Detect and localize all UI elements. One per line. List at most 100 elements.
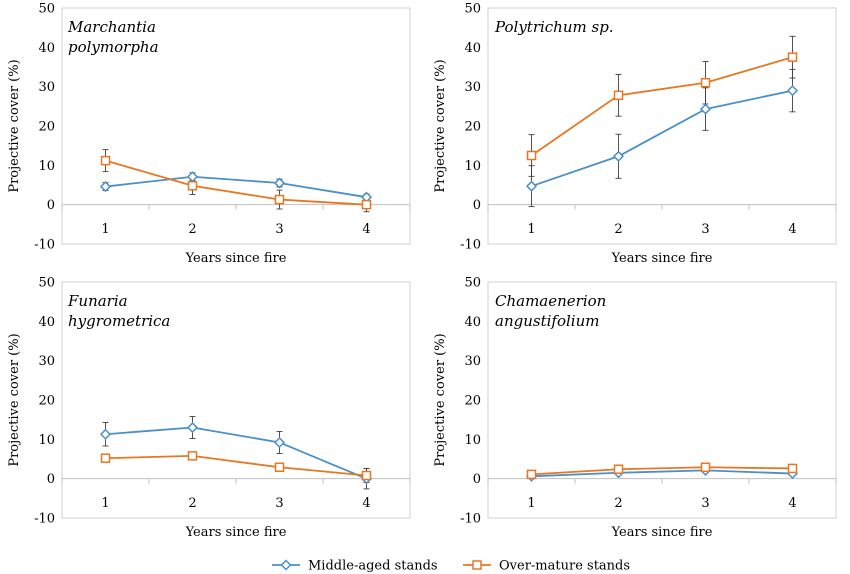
y-tick-label: 10 bbox=[464, 433, 481, 448]
x-tick-label: 2 bbox=[614, 222, 622, 237]
plot-frame bbox=[61, 281, 411, 519]
x-tick-label: 2 bbox=[188, 496, 196, 511]
panel-title: angustifolium bbox=[495, 312, 599, 330]
x-axis-label: Years since fire bbox=[611, 251, 713, 266]
x-axis-label: Years since fire bbox=[185, 525, 287, 540]
x-axis-label: Years since fire bbox=[185, 251, 287, 266]
x-tick-label: 3 bbox=[701, 222, 709, 237]
y-tick-label: 20 bbox=[464, 120, 481, 135]
data-point-over-mature bbox=[361, 470, 372, 481]
data-point-over-mature bbox=[274, 462, 285, 473]
panel-4: -10 0 10 20 30 40 50 1 2 3 4 Projective cover (%) Ye… bbox=[433, 276, 837, 540]
data-point-middle-aged bbox=[612, 150, 625, 162]
series-line-middle-aged bbox=[531, 469, 793, 478]
x-tick-label: 4 bbox=[788, 222, 796, 237]
y-tick-label: 40 bbox=[464, 315, 481, 330]
legend-marker-diamond bbox=[280, 559, 292, 571]
plot-frame bbox=[487, 281, 837, 519]
y-axis-label: Projective cover (%) bbox=[7, 59, 22, 192]
y-axis-label: Projective cover (%) bbox=[433, 333, 448, 466]
y-tick-label: 40 bbox=[38, 315, 55, 330]
data-point-over-mature bbox=[526, 150, 537, 161]
y-tick-label: 10 bbox=[464, 159, 481, 174]
x-tick-label: 1 bbox=[527, 222, 535, 237]
panel-title: Chamaenerion bbox=[495, 292, 606, 310]
y-tick-label: 30 bbox=[38, 80, 55, 95]
y-tick-label: 10 bbox=[38, 159, 55, 174]
data-point-over-mature bbox=[787, 463, 798, 474]
series-line-middle-aged bbox=[105, 175, 367, 199]
x-tick-label: 1 bbox=[101, 222, 109, 237]
data-point-over-mature bbox=[187, 451, 198, 461]
data-point-over-mature bbox=[700, 77, 711, 88]
data-point-middle-aged bbox=[186, 421, 199, 434]
x-tick-label: 2 bbox=[188, 222, 196, 237]
data-point-middle-aged bbox=[699, 103, 712, 115]
data-point-middle-aged bbox=[186, 171, 199, 183]
data-point-middle-aged bbox=[273, 177, 286, 189]
x-tick-label: 4 bbox=[362, 496, 370, 511]
data-point-middle-aged bbox=[273, 436, 286, 449]
y-tick-label: 40 bbox=[38, 41, 55, 56]
panel-3: -10 0 10 20 30 40 50 1 2 3 4 Projective cover (%) Ye… bbox=[7, 276, 411, 540]
y-tick-label: 30 bbox=[464, 80, 481, 95]
y-tick-label: 0 bbox=[47, 472, 55, 487]
y-tick-label: 50 bbox=[464, 276, 481, 291]
plot-frame bbox=[61, 7, 411, 245]
panel-1: -10 0 10 20 30 40 50 1 2 3 4 Projective cover (%) Ye… bbox=[7, 2, 411, 266]
data-point-middle-aged bbox=[525, 180, 538, 192]
panel-title: Polytrichum sp. bbox=[494, 18, 614, 36]
y-tick-label: -10 bbox=[460, 238, 481, 253]
y-tick-label: 50 bbox=[38, 2, 55, 17]
data-point-over-mature bbox=[613, 90, 624, 101]
x-axis-label: Years since fire bbox=[611, 525, 713, 540]
y-tick-label: -10 bbox=[460, 512, 481, 527]
y-tick-label: -10 bbox=[34, 512, 55, 527]
series-line-middle-aged bbox=[105, 426, 367, 480]
panel-title: hygrometrica bbox=[68, 312, 170, 330]
x-tick-label: 1 bbox=[527, 496, 535, 511]
legend-marker-square bbox=[472, 560, 482, 570]
panel-title: Funaria bbox=[67, 292, 128, 310]
y-axis-label: Projective cover (%) bbox=[433, 59, 448, 192]
data-point-over-mature bbox=[613, 464, 624, 474]
series-line-over-mature bbox=[105, 454, 367, 477]
x-tick-label: 2 bbox=[614, 496, 622, 511]
x-tick-label: 3 bbox=[275, 496, 283, 511]
series-line-over-mature bbox=[105, 159, 367, 206]
y-tick-label: 40 bbox=[464, 41, 481, 56]
series-line-middle-aged bbox=[531, 89, 793, 188]
data-point-over-mature bbox=[100, 155, 111, 166]
y-tick-label: 50 bbox=[464, 2, 481, 17]
series-line-over-mature bbox=[531, 466, 793, 476]
y-tick-label: 10 bbox=[38, 433, 55, 448]
data-point-over-mature bbox=[787, 52, 798, 62]
data-point-over-mature bbox=[100, 453, 111, 463]
data-point-over-mature bbox=[526, 469, 537, 480]
x-tick-label: 4 bbox=[788, 496, 796, 511]
data-point-over-mature bbox=[274, 194, 285, 205]
y-tick-label: 20 bbox=[464, 394, 481, 409]
data-point-middle-aged bbox=[99, 181, 112, 193]
data-point-over-mature bbox=[187, 181, 198, 191]
y-tick-label: 20 bbox=[38, 394, 55, 409]
x-tick-label: 4 bbox=[362, 222, 370, 237]
panel-title: Marchantia bbox=[67, 18, 156, 36]
y-tick-label: 0 bbox=[473, 198, 481, 213]
y-tick-label: 50 bbox=[38, 276, 55, 291]
y-tick-label: 20 bbox=[38, 120, 55, 135]
data-point-middle-aged bbox=[786, 85, 799, 97]
series-line-over-mature bbox=[530, 56, 793, 157]
plot-frame bbox=[487, 7, 837, 245]
data-point-middle-aged bbox=[99, 428, 112, 440]
panel-title: polymorpha bbox=[68, 38, 159, 56]
x-tick-label: 3 bbox=[701, 496, 709, 511]
y-axis-label: Projective cover (%) bbox=[7, 333, 22, 466]
y-tick-label: -10 bbox=[34, 238, 55, 253]
data-point-over-mature bbox=[700, 462, 711, 473]
y-tick-label: 0 bbox=[473, 472, 481, 487]
panel-2: -10 0 10 20 30 40 50 1 2 3 4 Projective cover (%) Ye… bbox=[433, 2, 837, 266]
data-point-over-mature bbox=[361, 199, 372, 210]
legend: Middle-aged stands Over-mature stands bbox=[272, 559, 630, 574]
